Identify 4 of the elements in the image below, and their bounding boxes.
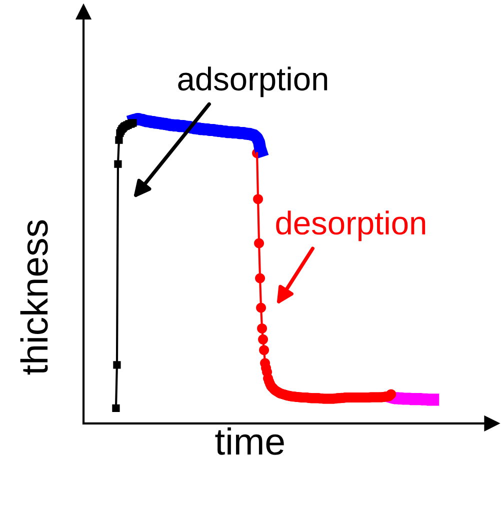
annotation: desorption (276, 210, 426, 242)
x-axis-title: time (215, 427, 284, 455)
text: adsorption (178, 66, 328, 98)
y-axis-title: thickness (20, 220, 48, 375)
